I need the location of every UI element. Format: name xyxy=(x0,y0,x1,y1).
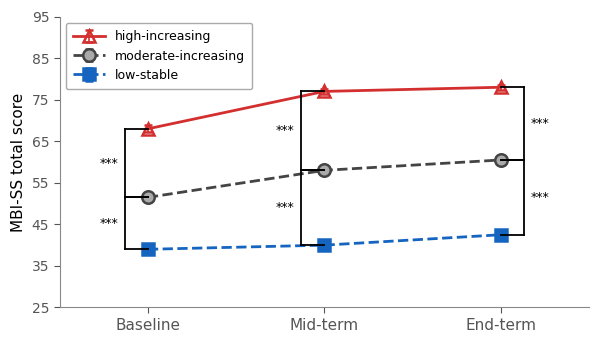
Text: ***: *** xyxy=(530,191,550,204)
Legend: high-increasing, moderate-increasing, low-stable: high-increasing, moderate-increasing, lo… xyxy=(66,23,253,89)
Y-axis label: MBI-SS total score: MBI-SS total score xyxy=(11,93,26,232)
Text: ***: *** xyxy=(275,125,295,137)
Text: ***: *** xyxy=(530,117,550,130)
Text: ***: *** xyxy=(99,217,118,230)
Text: ***: *** xyxy=(275,201,295,214)
Text: ***: *** xyxy=(99,157,118,170)
